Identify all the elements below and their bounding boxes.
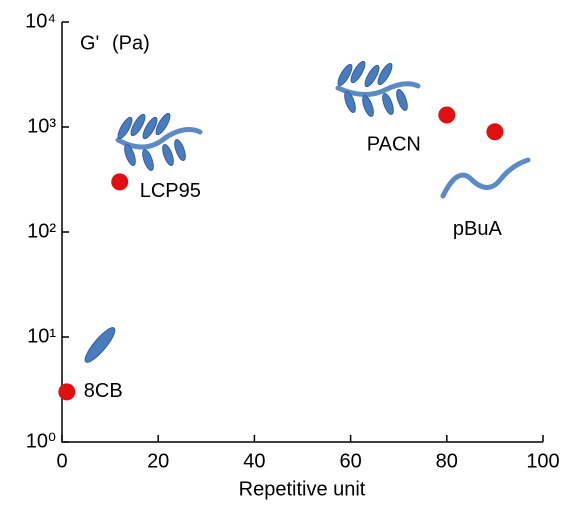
point-label: PACN	[367, 133, 421, 155]
y-tick-label: 10⁴	[25, 10, 56, 32]
y-tick-label: 10³	[27, 115, 56, 137]
x-tick-label: 60	[339, 450, 361, 472]
y-unit: (Pa)	[112, 32, 150, 54]
y-tick-label: 10²	[27, 220, 56, 242]
y-label: G'	[80, 32, 99, 54]
point-label: LCP95	[140, 180, 201, 202]
molecule-icons	[84, 60, 531, 363]
point-label: pBuA	[453, 218, 503, 240]
y-tick-label: 10¹	[27, 325, 56, 347]
point	[58, 383, 76, 401]
x-tick-label: 20	[147, 450, 169, 472]
x-tick-label: 100	[526, 450, 559, 472]
point	[486, 123, 504, 141]
point	[438, 106, 456, 124]
point	[111, 173, 129, 191]
y-tick-label: 10⁰	[26, 430, 56, 452]
x-label: Repetitive unit	[239, 478, 366, 500]
point-label: 8CB	[84, 380, 123, 402]
x-tick-label: 80	[436, 450, 458, 472]
x-tick-label: 0	[56, 450, 67, 472]
x-tick-label: 40	[243, 450, 265, 472]
